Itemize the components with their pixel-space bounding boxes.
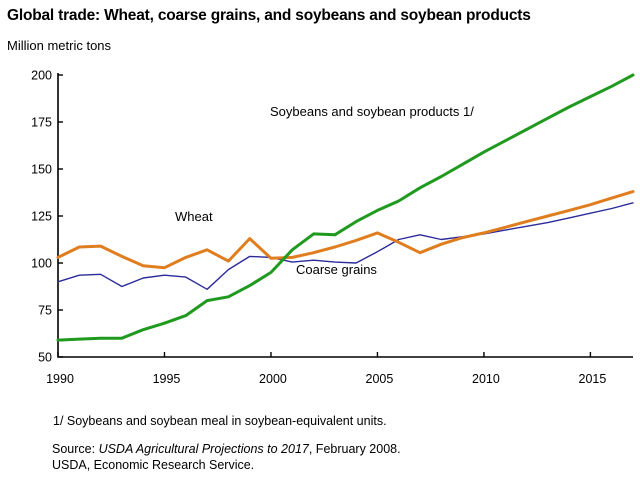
wheat-series-label: Wheat <box>175 209 213 224</box>
y-tick-label: 50 <box>38 351 52 365</box>
y-tick-label: 75 <box>38 304 52 318</box>
y-tick-label: 150 <box>31 163 52 177</box>
x-tick-label: 2005 <box>366 372 394 386</box>
source-suffix: , February 2008. <box>308 442 401 456</box>
source-publication-title: USDA Agricultural Projections to 2017 <box>98 442 309 456</box>
source-citation: Source: USDA Agricultural Projections to… <box>52 442 401 456</box>
y-axis-unit-label: Million metric tons <box>7 38 112 53</box>
coarse-grains-series-label: Coarse grains <box>296 262 377 277</box>
x-tick-label: 2010 <box>472 372 500 386</box>
y-tick-label: 100 <box>31 257 52 271</box>
y-tick-label: 125 <box>31 210 52 224</box>
soybeans-and-soybean-products-line <box>56 73 635 342</box>
source-prefix: Source: <box>52 442 99 456</box>
coarse-grains-line <box>57 202 634 290</box>
x-tick-label: 2000 <box>259 372 287 386</box>
wheat-line <box>56 190 635 270</box>
footnote-soybean-equivalent: 1/ Soybeans and soybean meal in soybean-… <box>53 414 387 428</box>
x-tick-label: 2015 <box>579 372 607 386</box>
x-tick-label: 1995 <box>153 372 181 386</box>
y-tick-label: 175 <box>31 116 52 130</box>
chart-title: Global trade: Wheat, coarse grains, and … <box>7 7 531 24</box>
y-tick-label: 200 <box>31 69 52 83</box>
x-tick-label: 1990 <box>46 372 74 386</box>
soybeans-series-label: Soybeans and soybean products 1/ <box>270 104 474 119</box>
agency-attribution: USDA, Economic Research Service. <box>52 458 255 472</box>
